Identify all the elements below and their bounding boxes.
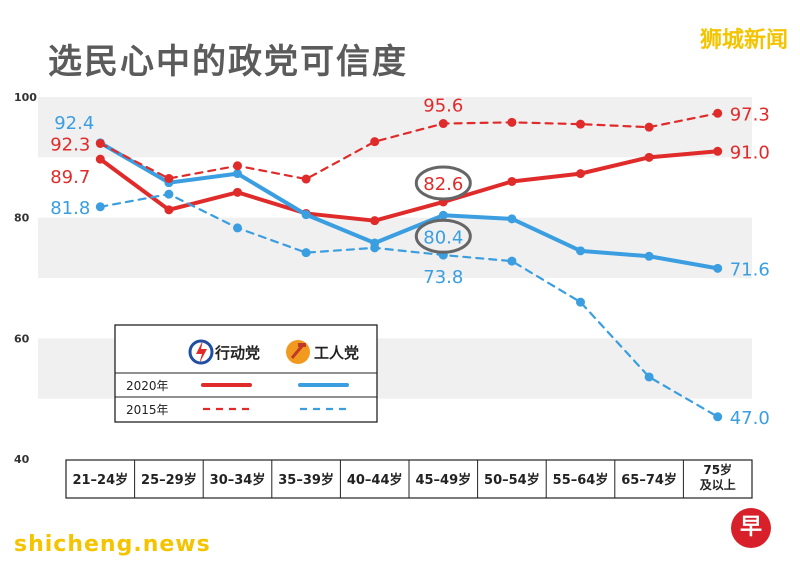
- data-point-pap-2015: [301, 174, 311, 184]
- data-label: 97.3: [730, 104, 770, 125]
- data-point-wp-2015: [95, 202, 105, 212]
- data-label: 89.7: [50, 167, 90, 188]
- data-point-pap-2020: [507, 176, 517, 186]
- x-tick-label: 25–29岁: [141, 472, 197, 488]
- data-label: 71.6: [730, 259, 770, 280]
- wp-logo-head: [298, 343, 306, 347]
- series-line-pap-2020: [98, 149, 720, 223]
- data-point-pap-2015: [95, 138, 105, 148]
- data-label: 92.3: [50, 134, 90, 155]
- x-tick-label: 40–44岁: [347, 472, 403, 488]
- data-label: 92.4: [54, 113, 94, 134]
- data-point-wp-2020: [233, 169, 242, 179]
- wp-logo-hammer: [290, 345, 304, 359]
- x-tick-label: 30–34岁: [210, 472, 266, 488]
- grid-band: [38, 217, 752, 278]
- data-label: 73.8: [423, 267, 463, 288]
- data-point-pap-2015: [164, 173, 174, 183]
- data-point-wp-2015: [164, 189, 174, 199]
- data-label: 80.4: [423, 227, 463, 248]
- data-point-wp-2015: [644, 372, 654, 382]
- y-tick-label: 40: [14, 453, 30, 466]
- highlight-circle: [414, 218, 472, 254]
- y-tick-label: 60: [14, 332, 30, 345]
- data-point-wp-2020: [438, 210, 448, 220]
- wp-logo-icon: [286, 340, 310, 364]
- data-point-wp-2015: [370, 243, 380, 253]
- data-point-pap-2020: [370, 216, 380, 226]
- series-line-wp-2020: [98, 140, 720, 271]
- x-tick-label: 50–54岁: [484, 472, 540, 488]
- highlight-circle: [414, 165, 472, 201]
- series-line-wp-2015: [99, 193, 719, 418]
- data-label: 82.6: [423, 174, 463, 195]
- data-point-wp-2015: [576, 297, 585, 307]
- legend-year-2020: 2020年: [126, 379, 169, 393]
- pap-logo-icon: [188, 339, 214, 365]
- data-point-pap-2015: [370, 137, 380, 147]
- data-point-pap-2015: [438, 119, 448, 129]
- data-point-pap-2020: [164, 205, 174, 215]
- data-label: 91.0: [730, 142, 770, 163]
- legend-label-pap: 行动党: [214, 344, 260, 362]
- legend-label-wp: 工人党: [314, 344, 359, 362]
- data-point-pap-2020: [713, 146, 723, 156]
- data-point-pap-2015: [576, 119, 585, 129]
- grid-band: [38, 97, 752, 158]
- x-tick-label: 65–74岁: [621, 472, 677, 488]
- data-point-wp-2020: [713, 263, 723, 273]
- data-point-wp-2020: [507, 214, 517, 224]
- zaobao-logo: 早: [731, 508, 771, 548]
- pap-logo-bolt: [196, 340, 207, 364]
- data-point-wp-2015: [233, 223, 242, 233]
- data-label: 47.0: [730, 408, 770, 429]
- data-point-wp-2015: [713, 412, 723, 422]
- brand-watermark-bottom: shicheng.news: [14, 532, 211, 557]
- data-point-pap-2020: [95, 154, 105, 164]
- y-tick-label: 100: [14, 91, 37, 104]
- data-point-pap-2015: [233, 161, 242, 171]
- data-point-pap-2015: [644, 122, 654, 132]
- y-tick-label: 80: [14, 212, 30, 225]
- x-tick-label: 及以上: [700, 477, 736, 492]
- x-tick-label: 35–39岁: [278, 472, 334, 488]
- data-point-pap-2020: [576, 169, 585, 179]
- data-point-wp-2020: [644, 251, 654, 261]
- data-point-wp-2020: [301, 210, 311, 220]
- data-point-wp-2015: [507, 256, 517, 266]
- x-tick-label: 55–64岁: [553, 472, 609, 488]
- data-point-wp-2015: [301, 248, 311, 258]
- data-point-pap-2020: [233, 187, 242, 197]
- data-label: 81.8: [50, 198, 90, 219]
- series-line-pap-2015: [99, 112, 719, 181]
- data-label: 95.6: [423, 96, 463, 117]
- data-point-wp-2020: [576, 246, 585, 256]
- x-tick-label: 45–49岁: [415, 472, 471, 488]
- x-tick-label: 75岁: [703, 462, 732, 477]
- chart-title: 选民心中的政党可信度: [48, 42, 408, 82]
- data-point-pap-2015: [507, 117, 517, 127]
- brand-watermark-top: 狮城新闻: [699, 28, 788, 53]
- x-tick-label: 21–24岁: [72, 472, 128, 488]
- data-point-pap-2015: [713, 108, 723, 118]
- legend-year-2015: 2015年: [126, 403, 169, 417]
- data-point-pap-2020: [644, 152, 654, 162]
